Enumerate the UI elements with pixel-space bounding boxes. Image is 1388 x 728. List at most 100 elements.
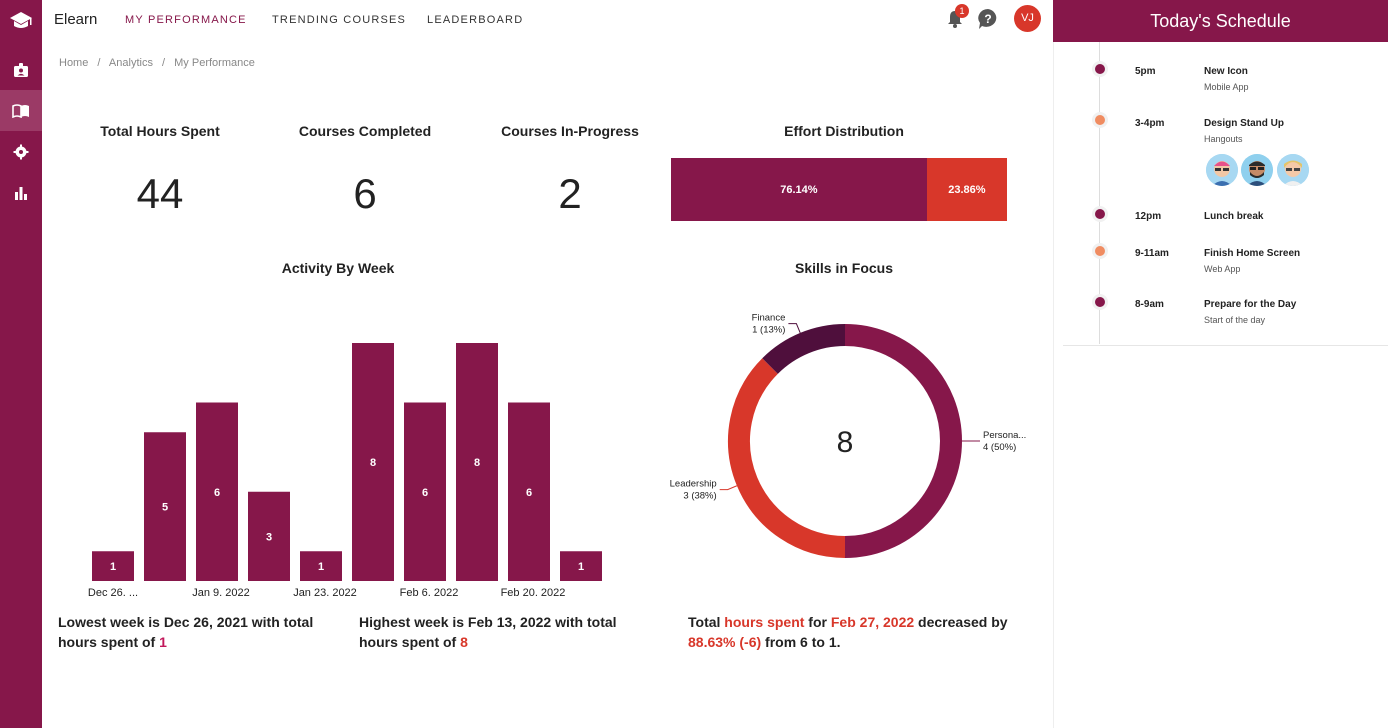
skills-summary-text-3: decreased by (914, 614, 1008, 630)
breadcrumb-current: My Performance (174, 57, 255, 69)
breadcrumb-separator: / (97, 57, 101, 69)
app-name[interactable]: Elearn (54, 11, 98, 28)
event-title[interactable]: New Icon (1204, 66, 1248, 77)
nav-my-performance[interactable]: MY PERFORMANCE (125, 14, 247, 26)
donut-slice-2[interactable] (762, 324, 846, 375)
bar-1[interactable] (144, 432, 186, 581)
effort-distribution-title: Effort Distribution (784, 123, 904, 139)
courses-completed-label: Courses Completed (298, 123, 432, 139)
lowest-week-summary: Lowest week is Dec 26, 2021 with total h… (58, 612, 353, 652)
event-time: 5pm (1135, 66, 1156, 77)
effort-distribution-bar: 76.14% 23.86% (671, 158, 1007, 221)
donut-center-value: 8 (837, 426, 854, 459)
total-hours-label: Total Hours Spent (100, 123, 220, 139)
event-subtitle: Hangouts (1204, 134, 1243, 144)
nav-trending-courses[interactable]: TRENDING COURSES (272, 14, 407, 26)
total-hours-value: 44 (136, 170, 184, 217)
attendee-avatar[interactable] (1206, 154, 1238, 186)
timeline-dot (1092, 206, 1108, 222)
effort-segment-primary[interactable]: 76.14% (671, 158, 927, 221)
sidebar-item-profile[interactable] (0, 49, 42, 90)
effort-segment-secondary[interactable]: 23.86% (926, 158, 1007, 221)
help-button[interactable]: ? (977, 8, 999, 30)
graduation-cap-icon[interactable] (0, 0, 42, 42)
highest-week-text: Highest week is Feb 13, 2022 with total … (359, 614, 617, 650)
bar-label-0: 1 (110, 561, 116, 573)
bar-6[interactable] (404, 402, 446, 582)
bar-label-3: 3 (266, 531, 272, 543)
bar-label-9: 1 (578, 561, 584, 573)
x-tick-label-0: Dec 26. ... (88, 587, 138, 599)
event-title[interactable]: Lunch break (1204, 211, 1264, 222)
x-tick-label-3: Feb 6. 2022 (400, 587, 459, 599)
x-tick-label-4: Feb 20. 2022 (501, 587, 566, 599)
breadcrumb-analytics[interactable]: Analytics (108, 57, 153, 69)
donut-leader-1 (719, 485, 738, 491)
event-subtitle: Mobile App (1204, 82, 1249, 92)
skills-summary-highlight-2: Feb 27, 2022 (830, 614, 915, 630)
skills-summary-highlight-3: 88.63% (-6) (688, 634, 762, 650)
top-bar: Elearn MY PERFORMANCE TRENDING COURSES L… (42, 0, 1053, 40)
breadcrumb-home[interactable]: Home (59, 57, 89, 69)
highest-week-summary: Highest week is Feb 13, 2022 with total … (359, 612, 659, 652)
donut-leader-2 (788, 323, 801, 334)
timeline-dot (1092, 243, 1108, 259)
skills-summary-text-1: Total (688, 614, 725, 630)
activity-bar-chart: 1 5 6 3 1 8 6 8 6 1 Dec 26. ... Jan 9. 2022 Jan 23. … (88, 343, 602, 599)
donut-label-0: Persona... (983, 430, 1026, 441)
breadcrumb: Home / Analytics / My Performance (59, 57, 261, 69)
timeline-line (1099, 42, 1100, 344)
donut-value-label-1: 3 (38%) (683, 491, 716, 502)
event-time: 8-9am (1135, 299, 1164, 310)
bar-7[interactable] (456, 343, 498, 581)
timeline-dot (1092, 112, 1108, 128)
event-subtitle: Web App (1204, 264, 1241, 274)
sidebar (0, 0, 42, 728)
event-title[interactable]: Finish Home Screen (1204, 248, 1301, 259)
event-subtitle: Start of the day (1204, 315, 1266, 325)
timeline-dot (1092, 294, 1108, 310)
sidebar-item-courses[interactable] (0, 90, 42, 131)
bar-3[interactable] (248, 491, 290, 581)
sidebar-item-settings[interactable] (0, 131, 42, 172)
donut-label-2: Finance (752, 313, 786, 324)
activity-chart-title: Activity By Week (281, 260, 395, 276)
panel-divider (1053, 0, 1054, 728)
lowest-week-text: Lowest week is Dec 26, 2021 with total h… (58, 614, 314, 650)
bar-label-7: 8 (474, 457, 480, 469)
user-avatar[interactable]: VJ (1014, 5, 1041, 32)
badge-icon (14, 62, 28, 77)
donut-label-1: Leadership (670, 479, 717, 490)
courses-completed-value: 6 (353, 170, 377, 217)
bar-2[interactable] (196, 402, 238, 582)
help-icon: ? (978, 9, 997, 29)
gear-icon (13, 144, 29, 159)
notification-badge: 1 (955, 4, 969, 18)
bar-4[interactable] (300, 551, 342, 581)
x-tick-label-2: Jan 23. 2022 (293, 587, 357, 599)
donut-slice-1[interactable] (728, 358, 846, 558)
sidebar-item-analytics[interactable] (0, 172, 42, 213)
bar-5[interactable] (352, 343, 394, 581)
timeline-dot (1092, 61, 1108, 77)
bar-8[interactable] (508, 402, 550, 582)
donut-slice-0[interactable] (844, 324, 962, 558)
attendee-avatar[interactable] (1241, 154, 1273, 186)
courses-in-progress-value: 2 (558, 170, 582, 217)
donut-value-label-0: 4 (50%) (983, 442, 1016, 453)
bar-9[interactable] (560, 551, 602, 581)
event-title[interactable]: Prepare for the Day (1204, 299, 1297, 310)
breadcrumb-separator: / (162, 57, 166, 69)
bar-chart-icon (15, 186, 27, 200)
nav-leaderboard[interactable]: LEADERBOARD (427, 14, 524, 26)
bar-0[interactable] (92, 551, 134, 581)
bar-label-8: 6 (526, 487, 532, 499)
skills-summary: Total hours spent for Feb 27, 2022 decre… (688, 612, 1018, 652)
notification-button[interactable]: 1 (946, 4, 969, 29)
event-title[interactable]: Design Stand Up (1204, 118, 1285, 129)
skills-chart-title: Skills in Focus (794, 260, 894, 276)
bar-label-6: 6 (422, 487, 428, 499)
highest-week-value: 8 (460, 634, 468, 650)
attendee-avatar[interactable] (1277, 154, 1309, 186)
